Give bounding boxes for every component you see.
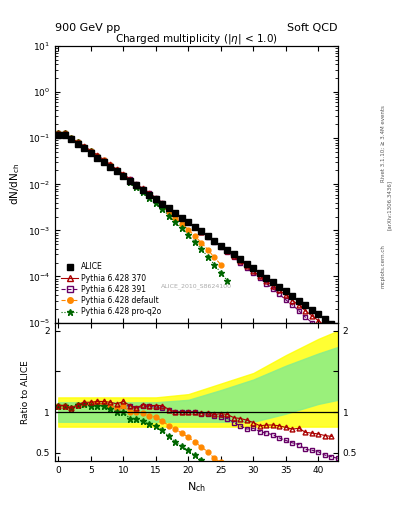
Legend: ALICE, Pythia 6.428 370, Pythia 6.428 391, Pythia 6.428 default, Pythia 6.428 pr: ALICE, Pythia 6.428 370, Pythia 6.428 39… [59,260,163,319]
Title: Charged multiplicity (|$\eta$| < 1.0): Charged multiplicity (|$\eta$| < 1.0) [115,32,278,46]
Y-axis label: Ratio to ALICE: Ratio to ALICE [21,360,30,423]
Text: mcplots.cern.ch: mcplots.cern.ch [381,244,386,288]
Text: Soft QCD: Soft QCD [288,23,338,33]
Text: ALICE_2010_S8624100: ALICE_2010_S8624100 [161,284,232,289]
Text: 900 GeV pp: 900 GeV pp [55,23,120,33]
Text: Rivet 3.1.10; ≥ 3.4M events: Rivet 3.1.10; ≥ 3.4M events [381,105,386,182]
Y-axis label: dN/dN$_{\mathsf{ch}}$: dN/dN$_{\mathsf{ch}}$ [8,163,22,205]
X-axis label: N$_{\mathsf{ch}}$: N$_{\mathsf{ch}}$ [187,480,206,494]
Text: [arXiv:1306.3436]: [arXiv:1306.3436] [387,180,391,230]
